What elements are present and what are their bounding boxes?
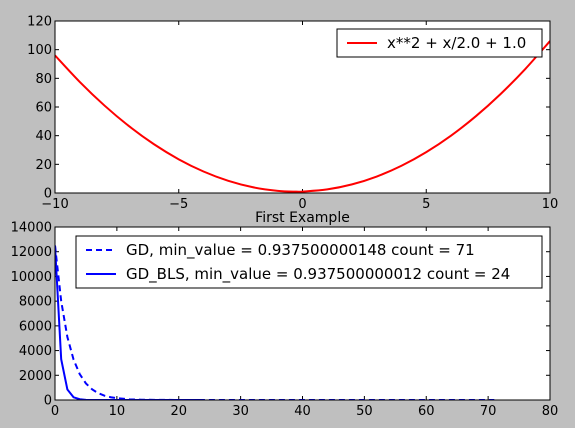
bottom-chart: First Example 0 10 20 30 40 50 60 70 80 0 2000 4000… [11, 210, 559, 419]
top-x-tick-label: 10 [542, 197, 559, 212]
bottom-y-tick-label: 8000 [19, 295, 52, 310]
bottom-y-tick-label: 0 [44, 394, 52, 409]
top-y-tick-label: 60 [35, 101, 52, 116]
bottom-y-tick-label: 10000 [11, 270, 52, 285]
top-y-tick-label: 100 [27, 43, 52, 58]
bottom-x-tick-label: 50 [356, 404, 373, 419]
bottom-x-tick-label: 40 [294, 404, 311, 419]
bottom-x-tick-label: 60 [418, 404, 435, 419]
bottom-chart-title: First Example [255, 210, 350, 226]
bottom-y-tick-label: 4000 [19, 344, 52, 359]
top-x-tick-label: 5 [422, 197, 430, 212]
bottom-x-tick-label: 70 [480, 404, 497, 419]
bottom-y-tick-label: 6000 [19, 319, 52, 334]
bottom-x-tick-label: 10 [109, 404, 126, 419]
bottom-x-tick-label: 80 [542, 404, 559, 419]
bottom-axis-ticks: 0 10 20 30 40 50 60 70 80 0 2000 4000 6000 8000 10000 1… [11, 221, 559, 420]
bottom-x-tick-label: 0 [51, 404, 59, 419]
top-x-tick-label: 0 [298, 197, 306, 212]
bottom-plot-frame [54, 226, 551, 401]
top-y-tick-label: 20 [35, 158, 52, 173]
bottom-y-tick-label: 2000 [19, 369, 52, 384]
top-legend-box [336, 28, 543, 58]
top-series-lines [55, 40, 550, 193]
bottom-x-tick-label: 30 [232, 404, 249, 419]
bottom-x-tick-label: 20 [170, 404, 187, 419]
top-y-tick-label: 40 [35, 129, 52, 144]
bottom-y-tick-label: 14000 [11, 221, 52, 236]
bottom-legend-box [75, 235, 543, 289]
top-y-tick-label: 0 [44, 187, 52, 202]
bottom-legend-label-1: GD_BLS, min_value = 0.937500000012 count… [126, 265, 510, 284]
top-y-tick-label: 120 [27, 15, 52, 30]
bottom-y-tick-label: 12000 [11, 245, 52, 260]
top-x-tick-label: −5 [169, 197, 188, 212]
top-legend: x**2 + x/2.0 + 1.0 [336, 28, 543, 58]
top-series-line-0 [55, 40, 550, 193]
bottom-legend: GD, min_value = 0.937500000148 count = 7… [75, 235, 543, 289]
top-legend-label-0: x**2 + x/2.0 + 1.0 [387, 34, 526, 52]
top-x-tick-label: −10 [41, 197, 68, 212]
bottom-legend-label-0: GD, min_value = 0.937500000148 count = 7… [126, 241, 475, 260]
top-y-tick-label: 80 [35, 72, 52, 87]
top-plot-frame [54, 20, 551, 194]
